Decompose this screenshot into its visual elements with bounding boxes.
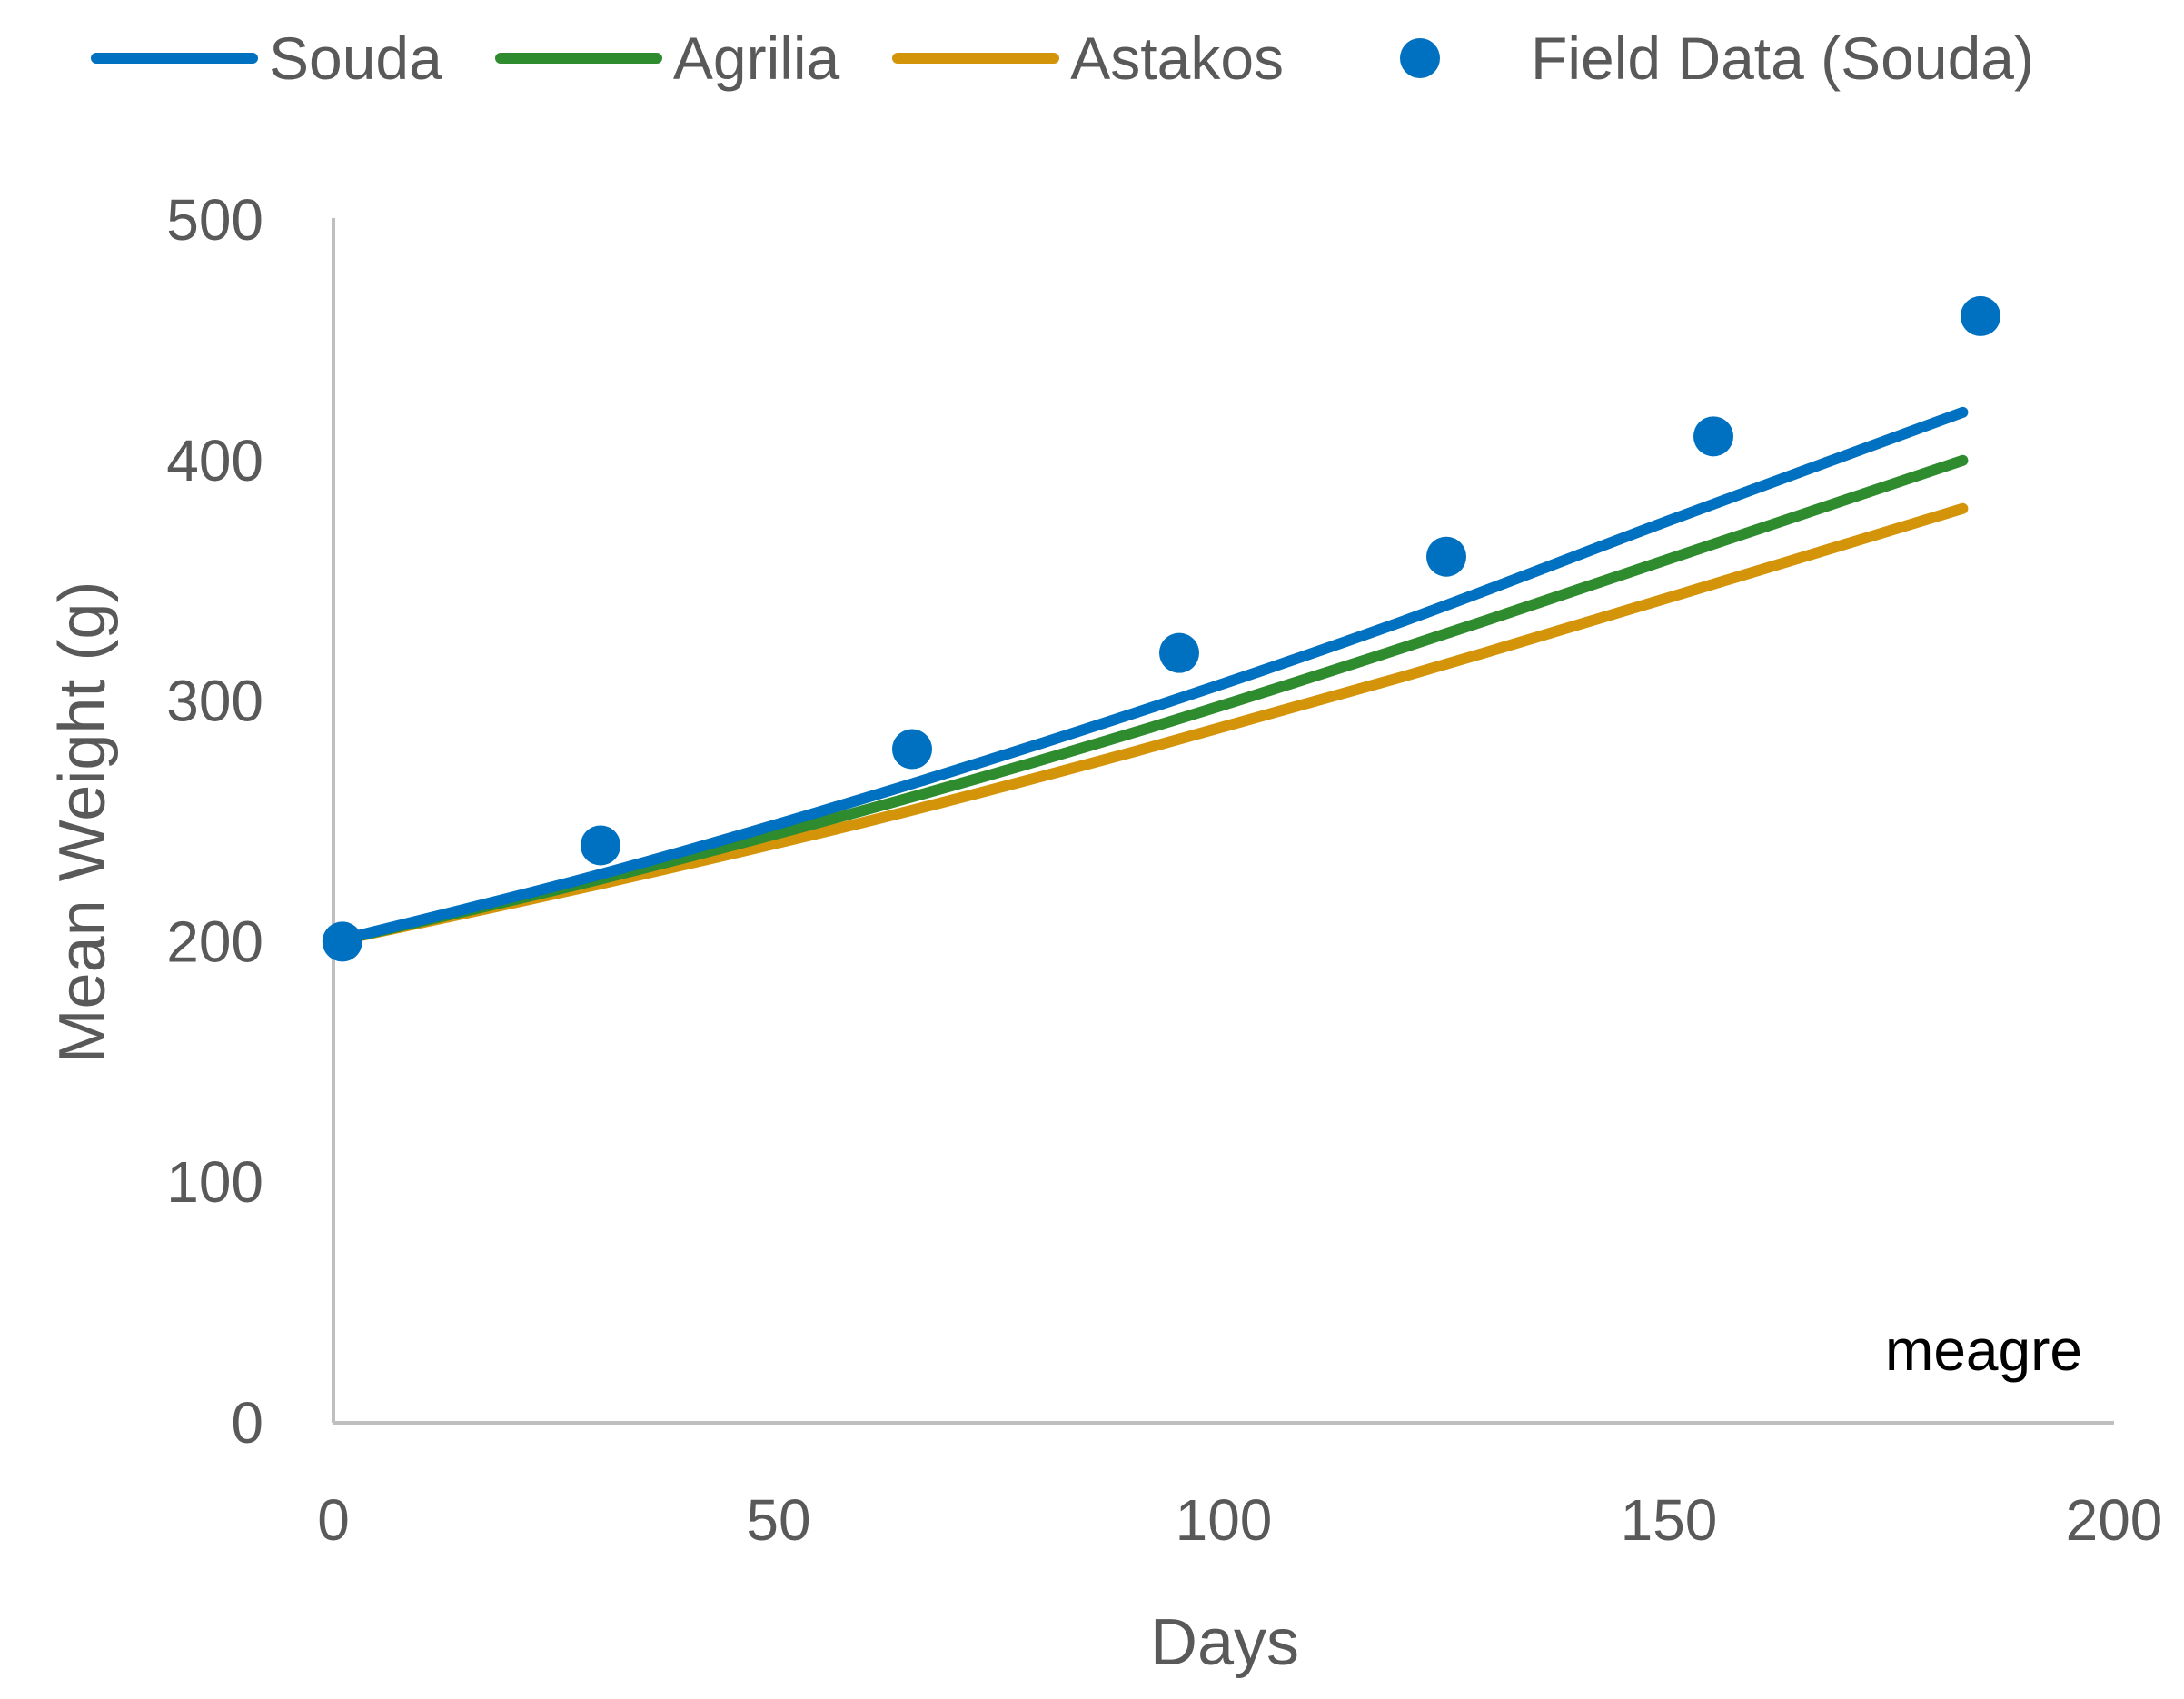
legend-label: Astakos [1070, 25, 1285, 92]
y-tick-label: 500 [166, 187, 263, 253]
y-axis-title: Mean Weight (g) [46, 581, 119, 1064]
legend-item-souda: Souda [91, 24, 442, 93]
legend-line-astakos-icon [892, 53, 1060, 64]
series-line-souda [328, 406, 1969, 948]
field-data-point [1693, 416, 1733, 457]
field-data-point [322, 921, 362, 962]
legend-line-souda-icon [91, 53, 258, 64]
series-line-agrilia [328, 454, 1969, 948]
y-ticks: 0 100 200 300 400 500 [166, 187, 263, 1456]
legend-label: Field Data (Souda) [1531, 25, 2034, 92]
chart-legend: Souda Agrilia Astakos Field Data (Souda) [91, 20, 2087, 96]
x-tick-label: 50 [746, 1487, 810, 1553]
field-data-point [1159, 632, 1199, 673]
field-data-point [581, 825, 620, 866]
species-annotation: meagre [1885, 1317, 2082, 1383]
field-data-point [1961, 295, 2000, 336]
legend-label: Souda [269, 25, 442, 92]
x-tick-label: 150 [1621, 1487, 1718, 1553]
x-tick-label: 0 [317, 1487, 350, 1553]
y-tick-label: 400 [166, 428, 263, 493]
y-tick-label: 0 [231, 1390, 263, 1456]
legend-label: Agrilia [672, 25, 840, 92]
legend-item-field-data: Field Data (Souda) [1400, 24, 2034, 93]
y-tick-label: 300 [166, 669, 263, 734]
y-tick-label: 200 [166, 909, 263, 974]
y-tick-label: 100 [166, 1149, 263, 1215]
x-tick-label: 200 [2066, 1487, 2163, 1553]
data-series [322, 295, 2000, 962]
x-tick-label: 100 [1176, 1487, 1273, 1553]
x-ticks: 0 50 100 150 200 [317, 1487, 2162, 1553]
legend-marker-circle-icon [1400, 38, 1441, 78]
x-axis-title: Days [1150, 1606, 1299, 1679]
legend-item-astakos: Astakos [892, 24, 1284, 93]
axes [332, 218, 2114, 1425]
field-data-point [1426, 536, 1466, 577]
legend-item-agrilia: Agrilia [494, 24, 840, 93]
field-data-point [892, 729, 932, 770]
legend-line-agrilia-icon [494, 53, 662, 64]
